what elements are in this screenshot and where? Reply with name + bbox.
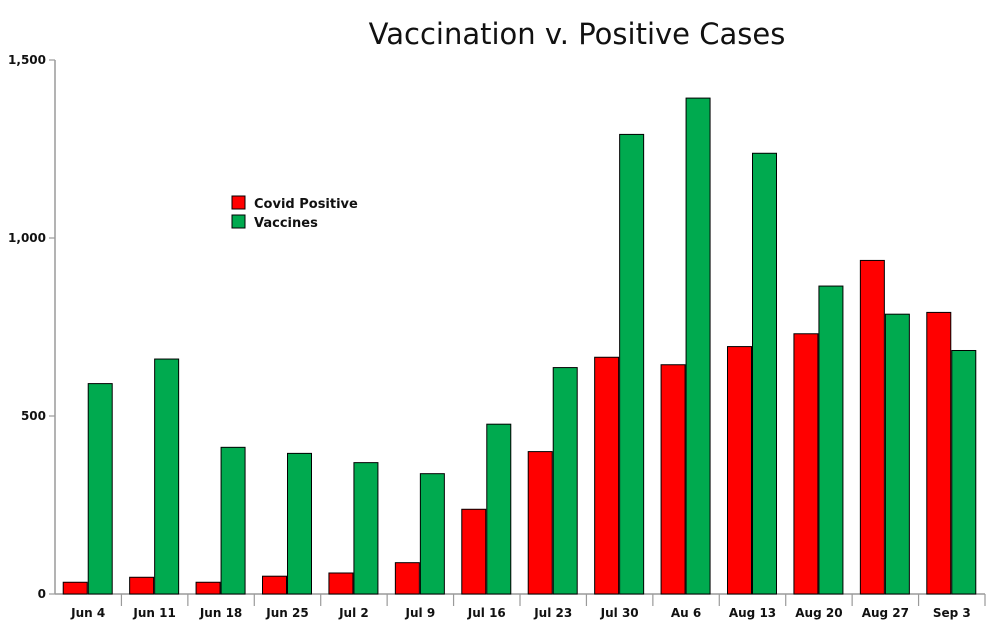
bar-covid-positive-jul-30 — [594, 356, 620, 595]
bar-vaccines-jun-11 — [154, 358, 180, 595]
bar-vaccines-jul-23 — [552, 367, 578, 595]
axes — [54, 60, 985, 595]
bars — [62, 97, 977, 595]
x-tick-label: Sep 3 — [933, 606, 971, 620]
bar-vaccines-jun-25 — [287, 452, 312, 595]
bar-covid-positive-au-6 — [660, 364, 686, 595]
bar-covid-positive-jun-4 — [62, 581, 88, 595]
bar-vaccines-jul-9 — [419, 473, 445, 595]
y-tick-label: 500 — [21, 409, 46, 423]
x-tick-label: Jul 16 — [467, 606, 506, 620]
legend-label-covid-positive: Covid Positive — [254, 197, 358, 212]
x-tick-label: Jul 9 — [405, 606, 436, 620]
bar-vaccines-jun-18 — [220, 446, 246, 595]
bar-vaccines-jul-30 — [619, 133, 645, 595]
bar-vaccines-aug-20 — [818, 285, 844, 595]
bar-vaccines-au-6 — [685, 97, 711, 595]
bar-covid-positive-jul-16 — [461, 508, 487, 595]
x-tick-label: Aug 20 — [795, 606, 842, 620]
x-tick-label: Jul 30 — [600, 606, 639, 620]
y-tick-label: 1,500 — [8, 53, 46, 67]
x-tick-label: Jun 25 — [265, 606, 308, 620]
bar-vaccines-jun-4 — [87, 383, 113, 595]
x-tick-label: Jul 23 — [533, 606, 572, 620]
x-tick-label: Aug 27 — [862, 606, 909, 620]
bar-vaccines-jul-16 — [486, 423, 512, 595]
legend: Covid Positive Vaccines — [231, 195, 358, 231]
bar-covid-positive-jul-2 — [328, 572, 354, 595]
x-axis-ticks: Jun 4 Jun 11 Jun 18 Jun 25 Jul 2 Jul 9 Jul 16 J… — [70, 594, 986, 620]
y-axis-ticks: 0 500 1,000 1,500 — [8, 53, 55, 601]
x-tick-label: Au 6 — [671, 606, 701, 620]
bar-covid-positive-jun-25 — [262, 575, 287, 595]
bar-vaccines-sep-3 — [951, 349, 977, 595]
bar-covid-positive-aug-20 — [793, 333, 819, 595]
legend-swatch-covid-positive — [231, 195, 246, 210]
legend-swatch-vaccines — [231, 214, 246, 229]
bar-covid-positive-aug-13 — [727, 346, 752, 595]
x-tick-label: Jun 18 — [199, 606, 242, 620]
y-tick-label: 0 — [38, 587, 46, 601]
bar-vaccines-aug-13 — [752, 152, 777, 595]
bar-vaccines-jul-2 — [353, 462, 379, 595]
y-tick-label: 1,000 — [8, 231, 46, 245]
bar-vaccines-aug-27 — [884, 313, 910, 595]
x-tick-label: Jun 11 — [132, 606, 175, 620]
x-tick-label: Jul 2 — [338, 606, 369, 620]
x-tick-label: Aug 13 — [729, 606, 776, 620]
bar-covid-positive-jul-9 — [394, 562, 420, 595]
chart-title: Vaccination v. Positive Cases — [369, 17, 786, 51]
bar-covid-positive-sep-3 — [926, 311, 952, 595]
x-tick-label: Jun 4 — [70, 606, 105, 620]
bar-covid-positive-aug-27 — [859, 259, 885, 595]
bar-covid-positive-jul-23 — [527, 451, 553, 595]
bar-covid-positive-jun-18 — [195, 581, 221, 595]
legend-label-vaccines: Vaccines — [254, 216, 318, 231]
bar-covid-positive-jun-11 — [129, 576, 155, 595]
